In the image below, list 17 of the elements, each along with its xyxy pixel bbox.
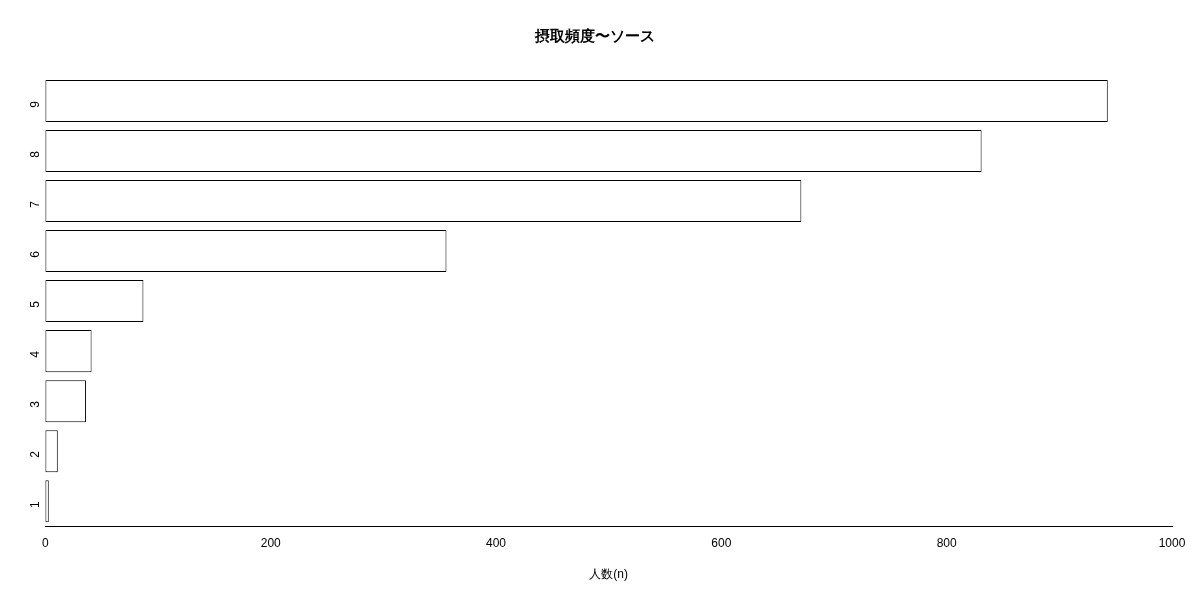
x-tick-label: 1000 <box>1158 535 1186 550</box>
chart-title: 摂取頻度〜ソース <box>534 27 655 45</box>
x-tick-label: 800 <box>936 535 958 550</box>
y-tick-label: 9 <box>27 100 42 108</box>
y-tick-label: 5 <box>27 300 42 308</box>
y-tick-label: 2 <box>27 450 42 458</box>
x-axis-title: 人数(n) <box>589 567 629 582</box>
x-tick-label: 600 <box>711 535 732 550</box>
y-tick-label: 6 <box>27 250 42 258</box>
y-tick-label: 7 <box>27 200 42 208</box>
x-tick-label: 0 <box>42 535 50 550</box>
x-tick-label: 400 <box>486 535 507 550</box>
y-tick-label: 4 <box>27 350 42 358</box>
y-tick-label: 3 <box>27 400 42 408</box>
y-tick-label: 8 <box>27 150 42 158</box>
x-tick-label: 200 <box>260 535 282 550</box>
y-tick-label: 1 <box>27 500 42 508</box>
